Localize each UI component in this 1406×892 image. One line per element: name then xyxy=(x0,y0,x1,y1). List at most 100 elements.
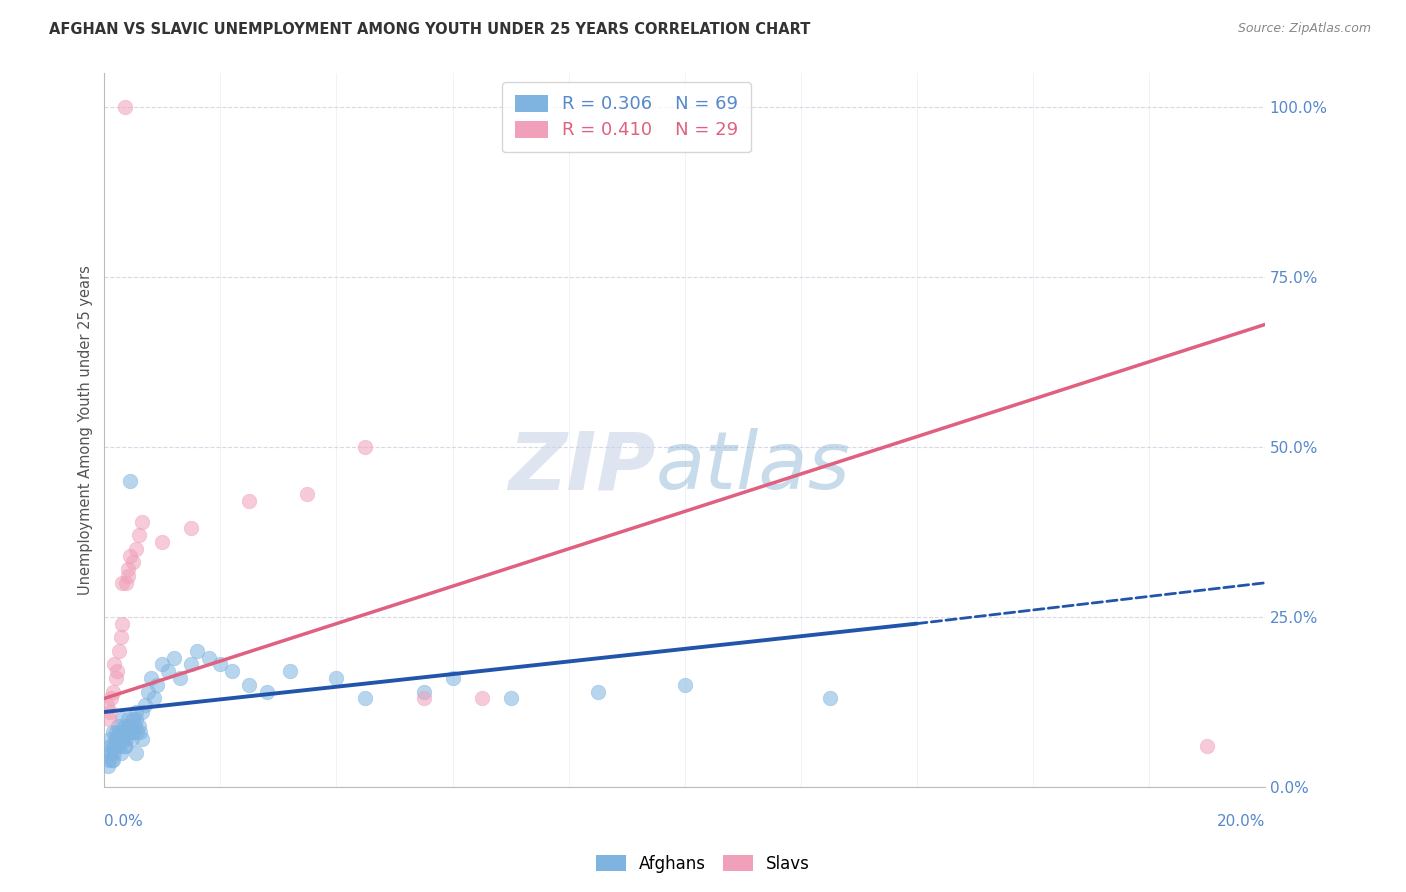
Point xyxy=(120,474,142,488)
Point xyxy=(101,725,124,739)
Point xyxy=(128,718,150,732)
Point xyxy=(139,671,162,685)
Point xyxy=(209,657,232,672)
Point xyxy=(163,650,186,665)
Point xyxy=(105,732,128,747)
Text: Source: ZipAtlas.com: Source: ZipAtlas.com xyxy=(1237,22,1371,36)
Point xyxy=(104,739,127,753)
Point xyxy=(104,725,127,739)
Point xyxy=(238,678,260,692)
Point xyxy=(122,725,145,739)
Text: ZIP: ZIP xyxy=(508,428,655,507)
Point xyxy=(297,487,319,501)
Point xyxy=(142,691,165,706)
Legend: R = 0.306    N = 69, R = 0.410    N = 29: R = 0.306 N = 69, R = 0.410 N = 29 xyxy=(502,82,751,153)
Point xyxy=(152,657,174,672)
Point xyxy=(125,705,148,719)
Point xyxy=(122,712,145,726)
Point xyxy=(499,691,522,706)
Point xyxy=(98,753,121,767)
Point xyxy=(441,671,464,685)
Point xyxy=(101,753,124,767)
Point xyxy=(121,732,143,747)
Point xyxy=(103,657,125,672)
Point xyxy=(96,698,118,713)
Point xyxy=(256,684,278,698)
Point xyxy=(114,100,136,114)
Point xyxy=(110,746,132,760)
Point xyxy=(221,664,243,678)
Point xyxy=(115,725,138,739)
Point xyxy=(120,725,142,739)
Point xyxy=(169,671,191,685)
Text: AFGHAN VS SLAVIC UNEMPLOYMENT AMONG YOUTH UNDER 25 YEARS CORRELATION CHART: AFGHAN VS SLAVIC UNEMPLOYMENT AMONG YOUT… xyxy=(49,22,811,37)
Point xyxy=(104,732,127,747)
Point xyxy=(152,535,174,549)
Point xyxy=(117,569,139,583)
Point xyxy=(114,739,136,753)
Point xyxy=(131,515,153,529)
Point xyxy=(96,746,118,760)
Point xyxy=(128,528,150,542)
Point xyxy=(108,644,131,658)
Point xyxy=(97,759,120,773)
Point xyxy=(131,705,153,719)
Point xyxy=(111,725,134,739)
Y-axis label: Unemployment Among Youth under 25 years: Unemployment Among Youth under 25 years xyxy=(79,265,93,595)
Point xyxy=(145,678,167,692)
Text: 20.0%: 20.0% xyxy=(1216,814,1265,829)
Point xyxy=(278,664,301,678)
Point xyxy=(100,746,122,760)
Point xyxy=(157,664,180,678)
Text: atlas: atlas xyxy=(655,428,851,507)
Point xyxy=(98,732,121,747)
Point xyxy=(125,746,148,760)
Point xyxy=(180,521,202,535)
Point xyxy=(104,671,127,685)
Point xyxy=(134,698,156,713)
Point xyxy=(98,712,121,726)
Point xyxy=(118,718,141,732)
Point xyxy=(114,739,136,753)
Point xyxy=(114,718,136,732)
Point xyxy=(120,549,142,563)
Point xyxy=(325,671,347,685)
Text: 0.0%: 0.0% xyxy=(104,814,143,829)
Point xyxy=(100,691,122,706)
Point xyxy=(111,575,134,590)
Point xyxy=(108,732,131,747)
Point xyxy=(586,684,609,698)
Point xyxy=(108,739,131,753)
Point xyxy=(101,739,124,753)
Point xyxy=(115,732,138,747)
Point xyxy=(101,753,124,767)
Point xyxy=(124,718,146,732)
Point xyxy=(125,712,148,726)
Point xyxy=(101,684,124,698)
Legend: Afghans, Slavs: Afghans, Slavs xyxy=(589,848,817,880)
Point xyxy=(98,739,121,753)
Point xyxy=(354,691,377,706)
Point xyxy=(198,650,221,665)
Point xyxy=(673,678,696,692)
Point xyxy=(470,691,492,706)
Point xyxy=(412,691,434,706)
Point xyxy=(354,440,377,454)
Point xyxy=(111,616,134,631)
Point xyxy=(186,644,208,658)
Point xyxy=(131,732,153,747)
Point xyxy=(107,718,129,732)
Point xyxy=(238,494,260,508)
Point xyxy=(110,630,132,644)
Point xyxy=(111,732,134,747)
Point xyxy=(105,664,128,678)
Point xyxy=(1195,739,1218,753)
Point xyxy=(117,562,139,576)
Point xyxy=(818,691,841,706)
Point xyxy=(108,725,131,739)
Point xyxy=(117,712,139,726)
Point xyxy=(98,705,121,719)
Point xyxy=(115,575,138,590)
Point xyxy=(111,712,134,726)
Point xyxy=(122,556,145,570)
